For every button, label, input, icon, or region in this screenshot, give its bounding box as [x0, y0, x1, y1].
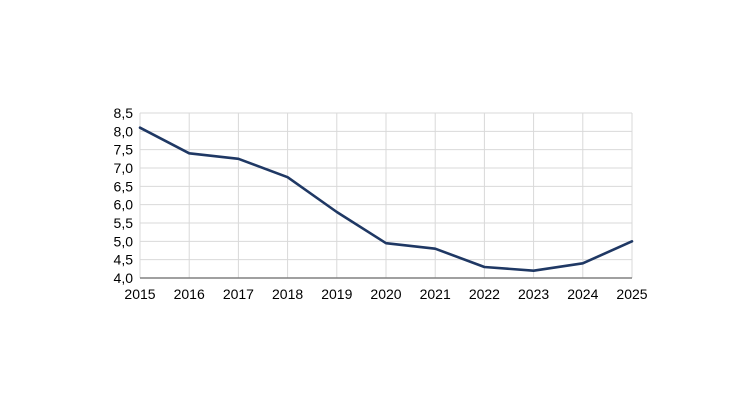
x-tick-label: 2024 [567, 286, 598, 302]
x-tick-label: 2015 [124, 286, 155, 302]
y-tick-label: 6,5 [114, 178, 134, 194]
x-tick-label: 2019 [321, 286, 352, 302]
y-tick-label: 6,0 [114, 197, 134, 213]
data-series-line [138, 126, 634, 272]
x-tick-label: 2022 [469, 286, 500, 302]
x-tick-label: 2016 [174, 286, 205, 302]
y-tick-label: 4,0 [114, 270, 134, 286]
y-tick-label: 7,0 [114, 160, 134, 176]
y-tick-label: 5,5 [114, 215, 134, 231]
x-tick-label: 2020 [370, 286, 401, 302]
x-tick-label: 2023 [518, 286, 549, 302]
x-tick-label: 2018 [272, 286, 303, 302]
x-tick-label: 2017 [223, 286, 254, 302]
y-tick-label: 8,5 [114, 105, 134, 121]
y-tick-label: 7,5 [114, 142, 134, 158]
x-tick-label: 2025 [616, 286, 647, 302]
y-tick-label: 4,5 [114, 252, 134, 268]
x-tick-label: 2021 [420, 286, 451, 302]
y-tick-label: 5,0 [114, 233, 134, 249]
y-tick-label: 8,0 [114, 123, 134, 139]
